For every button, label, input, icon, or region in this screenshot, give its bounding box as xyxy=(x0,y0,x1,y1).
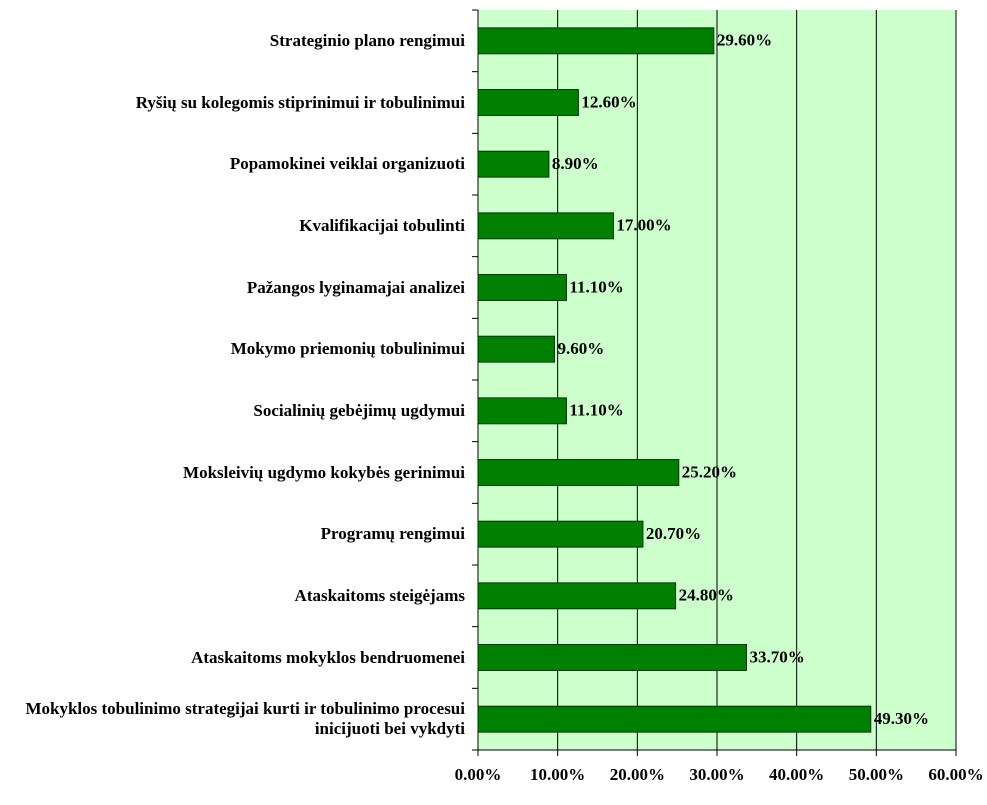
x-tick-label: 50.00% xyxy=(849,765,904,784)
value-label: 25.20% xyxy=(682,462,737,481)
y-tick-label: Socialinių gebėjimų ugdymui xyxy=(253,400,465,420)
bar xyxy=(477,27,715,55)
y-tick-label: Popamokinei veiklai organizuoti xyxy=(229,154,465,174)
x-tick-label: 40.00% xyxy=(769,765,824,784)
y-tick-label: Strateginio plano rengimui xyxy=(269,30,465,50)
x-tick-label: 10.00% xyxy=(530,765,585,784)
value-label: 49.30% xyxy=(874,709,929,728)
bar xyxy=(477,520,644,548)
y-tick-label: Kvalifikacijai tobulinti xyxy=(299,215,465,235)
y-tick-label: Ataskaitoms mokyklos bendruomenei xyxy=(191,647,465,667)
bar xyxy=(477,150,550,178)
bar xyxy=(477,397,567,425)
x-tick-label: 60.00% xyxy=(928,765,983,784)
y-tick-label: Pažangos lyginamajai analizei xyxy=(246,277,465,297)
value-label: 12.60% xyxy=(581,92,636,111)
bar xyxy=(477,212,614,240)
y-tick-label: Mokyklos tobulinimo strategijai kurti ir… xyxy=(25,699,465,739)
y-tick-label: Ataskaitoms steigėjams xyxy=(294,585,465,605)
value-label: 9.60% xyxy=(557,339,604,358)
x-tick-label: 20.00% xyxy=(610,765,665,784)
y-tick-label: Programų rengimui xyxy=(320,524,465,544)
bar xyxy=(477,705,872,733)
value-label: 29.60% xyxy=(717,31,772,50)
value-label: 33.70% xyxy=(749,647,804,666)
bar xyxy=(477,644,747,671)
x-tick-label: 30.00% xyxy=(689,765,744,784)
value-label: 8.90% xyxy=(552,154,599,173)
y-tick-label: Ryšių su kolegomis stiprinimui ir tobuli… xyxy=(135,92,465,112)
y-tick-label: Moksleivių ugdymo kokybės gerinimui xyxy=(183,462,465,482)
bar xyxy=(477,274,567,301)
value-label: 11.10% xyxy=(569,401,623,420)
value-label: 20.70% xyxy=(646,524,701,543)
bar xyxy=(477,582,677,610)
value-label: 24.80% xyxy=(679,586,734,605)
bar xyxy=(477,335,555,363)
value-label: 11.10% xyxy=(569,277,623,296)
value-label: 17.00% xyxy=(616,216,671,235)
bar xyxy=(477,89,579,116)
bar xyxy=(477,459,680,486)
y-tick-label: Mokymo priemonių tobulinimui xyxy=(230,339,465,359)
x-tick-label: 0.00% xyxy=(455,765,502,784)
